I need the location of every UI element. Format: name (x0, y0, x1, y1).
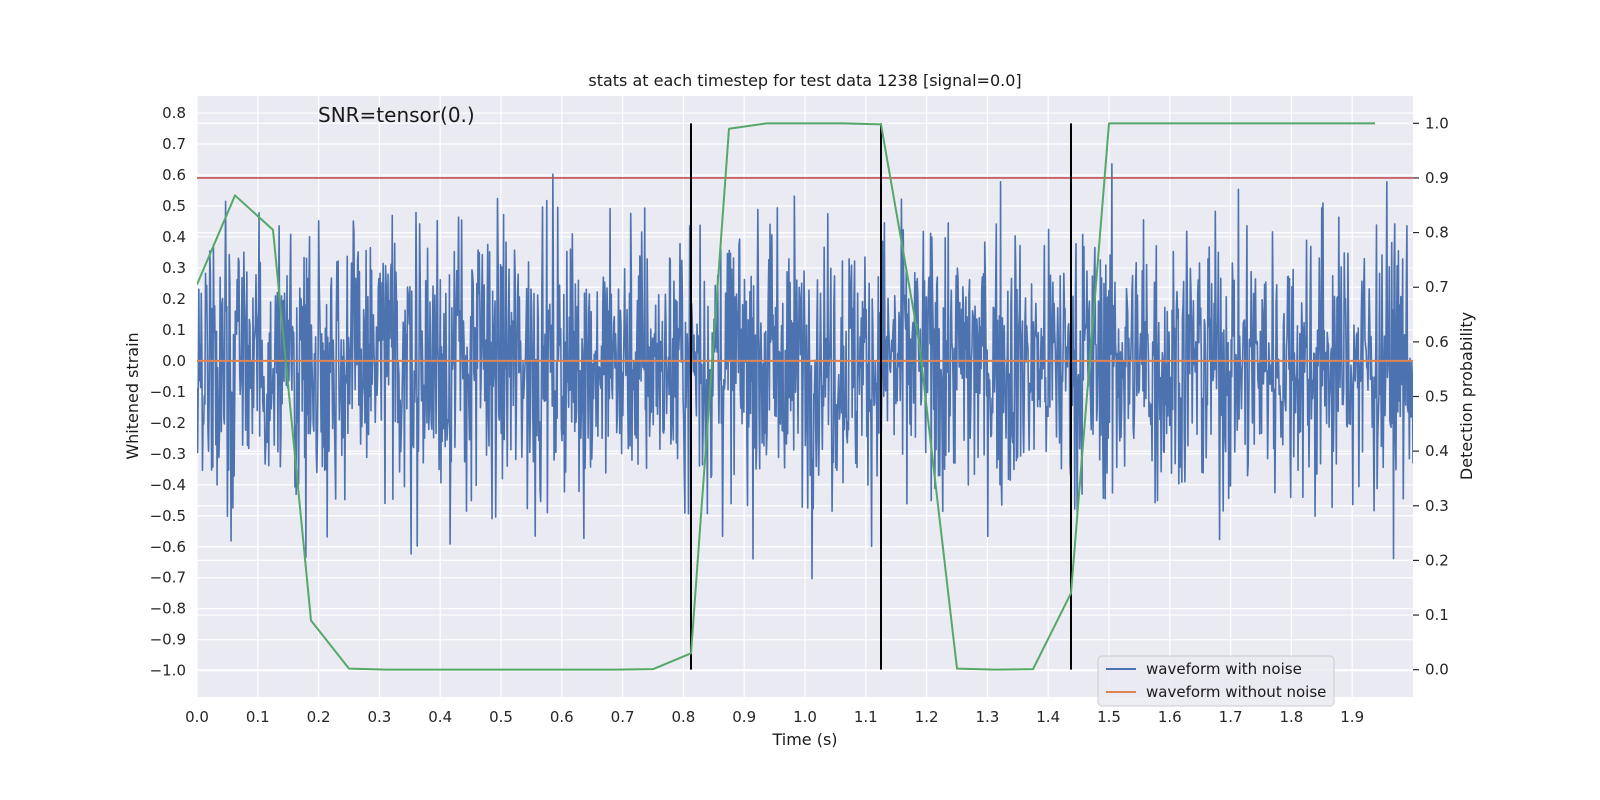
y-tick-label: 0.2 (162, 290, 186, 308)
y2-axis-label: Detection probability (1457, 312, 1476, 480)
legend-label-waveform-with-noise: waveform with noise (1146, 660, 1302, 678)
x-tick-label: 0.0 (185, 708, 209, 726)
x-axis-label: Time (s) (771, 730, 837, 749)
x-tick-label: 1.2 (915, 708, 939, 726)
y2-tick-label: 0.7 (1425, 278, 1449, 296)
x-axis-ticks: 0.0 0.1 0.2 0.3 0.4 0.5 0.6 0.7 0.8 0.9 1.0 1.1 1.2 1… (185, 708, 1364, 726)
y-tick-label: 0.1 (162, 321, 186, 339)
y2-tick-label: 0.4 (1425, 442, 1449, 460)
x-tick-label: 0.3 (367, 708, 391, 726)
y-tick-label: −0.3 (150, 445, 186, 463)
y2-tick-label: 0.3 (1425, 497, 1449, 515)
x-tick-label: 0.9 (732, 708, 756, 726)
y-tick-label: 0.0 (162, 352, 186, 370)
y-tick-label: −0.1 (150, 383, 186, 401)
y-tick-label: 0.6 (162, 166, 186, 184)
x-tick-label: 1.7 (1219, 708, 1243, 726)
y-tick-label: −0.2 (150, 414, 186, 432)
y-axis-label: Whitened strain (123, 332, 142, 459)
x-tick-label: 1.5 (1097, 708, 1121, 726)
x-tick-label: 0.6 (550, 708, 574, 726)
y-axis-ticks: 0.8 0.7 0.6 0.5 0.4 0.3 0.2 0.1 0.0 −0.1 −0.2 −0.3 −… (150, 104, 186, 680)
x-tick-label: 1.9 (1340, 708, 1364, 726)
y2-tick-label: 0.0 (1425, 661, 1449, 679)
y-tick-label: −1.0 (150, 662, 186, 680)
x-tick-label: 0.4 (428, 708, 452, 726)
y2-tick-label: 0.1 (1425, 606, 1449, 624)
y-tick-label: 0.3 (162, 259, 186, 277)
x-tick-label: 0.7 (611, 708, 635, 726)
y2-tick-label: 0.5 (1425, 388, 1449, 406)
y-tick-label: −0.9 (150, 631, 186, 649)
y-tick-label: 0.8 (162, 104, 186, 122)
y2-tick-label: 0.6 (1425, 333, 1449, 351)
y-tick-label: −0.5 (150, 507, 186, 525)
y2-axis-ticks: 1.0 0.9 0.8 0.7 0.6 0.5 0.4 0.3 0.2 0.1 0.0 (1413, 114, 1449, 678)
x-tick-label: 1.3 (975, 708, 999, 726)
y-tick-label: −0.7 (150, 569, 186, 587)
x-tick-label: 0.5 (489, 708, 513, 726)
x-tick-label: 0.1 (246, 708, 270, 726)
y-tick-label: 0.7 (162, 135, 186, 153)
y-tick-label: 0.4 (162, 228, 186, 246)
legend: waveform with noise waveform without noi… (1098, 656, 1334, 706)
x-tick-label: 1.6 (1158, 708, 1182, 726)
x-tick-label: 1.8 (1279, 708, 1303, 726)
snr-annotation: SNR=tensor(0.) (318, 103, 475, 127)
y2-tick-label: 0.8 (1425, 224, 1449, 242)
y-tick-label: −0.4 (150, 476, 186, 494)
y-tick-label: −0.6 (150, 538, 186, 556)
x-tick-label: 1.0 (793, 708, 817, 726)
x-tick-label: 0.2 (307, 708, 331, 726)
x-tick-label: 0.8 (671, 708, 695, 726)
chart-title: stats at each timestep for test data 123… (588, 71, 1021, 90)
x-tick-label: 1.4 (1036, 708, 1060, 726)
y2-tick-label: 0.9 (1425, 169, 1449, 187)
y-tick-label: 0.5 (162, 197, 186, 215)
x-tick-label: 1.1 (854, 708, 878, 726)
legend-label-waveform-without-noise: waveform without noise (1146, 683, 1326, 701)
y-tick-label: −0.8 (150, 600, 186, 618)
y2-tick-label: 0.2 (1425, 551, 1449, 569)
y2-tick-label: 1.0 (1425, 114, 1449, 132)
